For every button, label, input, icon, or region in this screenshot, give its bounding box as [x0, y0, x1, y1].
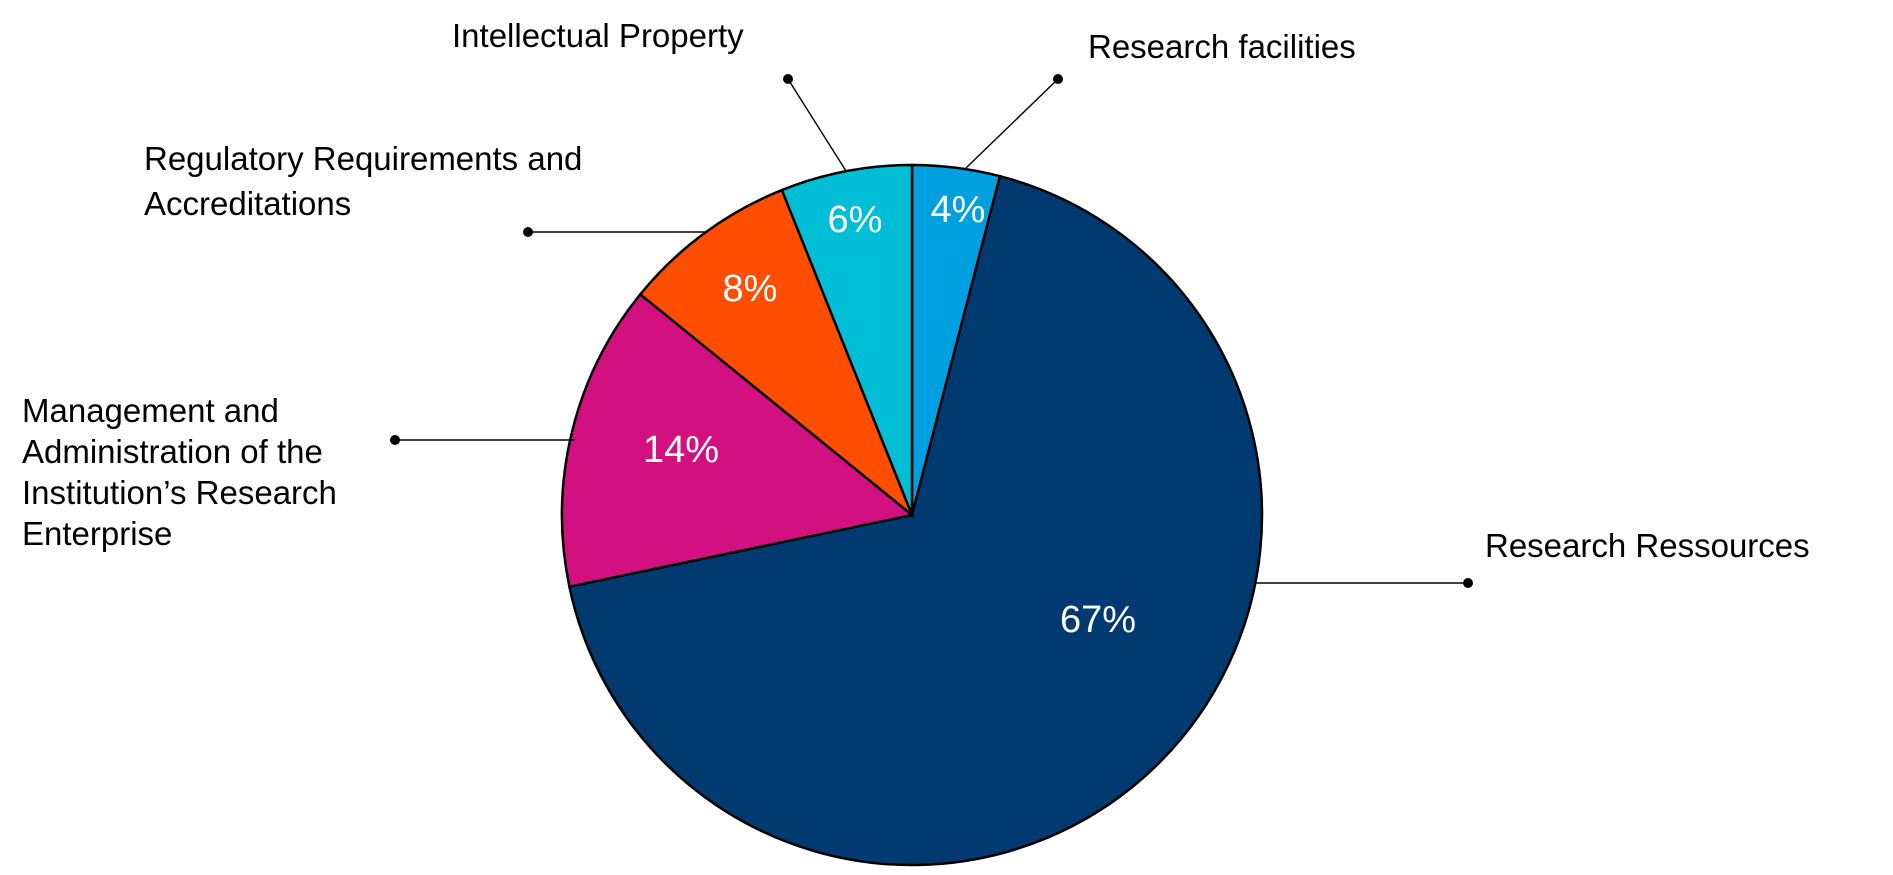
pie-slice-regulatory-requirements-and-accreditations	[638, 188, 915, 520]
slice-category-label-intellectual-property: Intellectual Property	[452, 17, 744, 54]
slice-value-label-regulatory-requirements-and-accreditations: 8%	[723, 268, 778, 310]
slice-value-label-research-ressources: 67%	[1060, 599, 1136, 641]
leader-line-research-facilities	[965, 78, 1059, 169]
pie-slice-research-ressources	[567, 174, 1264, 867]
pie-slice-management-and-administration-of-the-institution-s-research-enterprise	[560, 292, 915, 589]
leader-dot-research-facilities	[1053, 74, 1063, 84]
leader-dot-research-ressources	[1463, 578, 1473, 588]
slice-category-label-research-ressources: Research Ressources	[1485, 527, 1810, 564]
slice-category-label-management-and-administration-of-the-institution-s-research-enterprise: Management and Administration of the Insti…	[22, 392, 337, 552]
leader-dot-intellectual-property	[783, 74, 793, 84]
slice-category-label-regulatory-requirements-and-accreditations: Regulatory Requirements and Accreditation…	[144, 140, 582, 222]
leader-dot-management-and-administration-of-the-institution-s-research-enterprise	[390, 435, 400, 445]
slice-value-label-research-facilities: 4%	[931, 189, 986, 231]
slice-value-label-management-and-administration-of-the-institution-s-research-enterprise: 14%	[643, 429, 719, 471]
leader-line-intellectual-property	[787, 78, 847, 172]
slice-category-label-research-facilities: Research facilities	[1088, 28, 1356, 65]
slice-value-label-intellectual-property: 6%	[828, 199, 883, 241]
leader-dot-regulatory-requirements-and-accreditations	[523, 227, 533, 237]
pie-slice-intellectual-property	[780, 163, 914, 516]
